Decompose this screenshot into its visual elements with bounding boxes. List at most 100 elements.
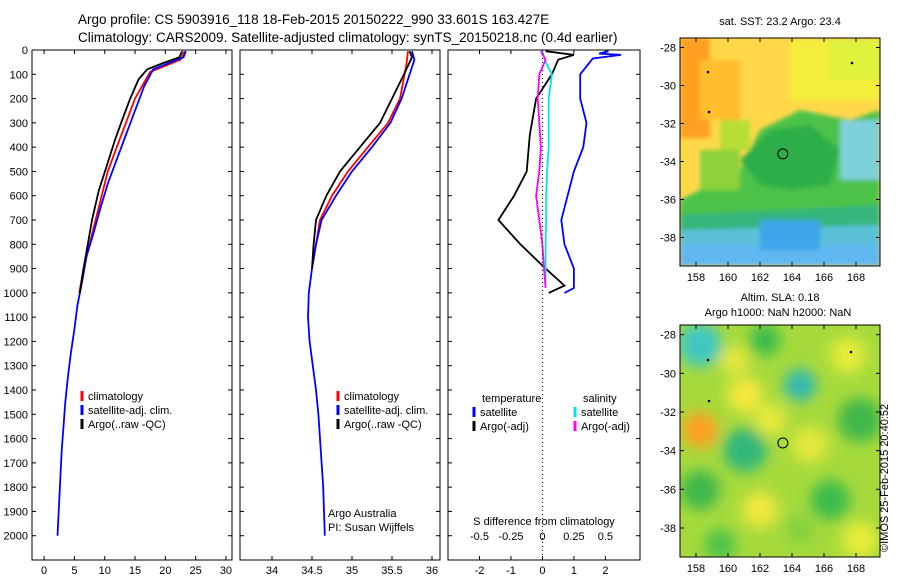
legend-header-temperature: temperature (482, 393, 541, 405)
sla_map-xtick-label: 160 (719, 563, 737, 575)
sst_map-xtick-label: 158 (687, 272, 705, 284)
salinity-xtick-label: 35.5 (381, 565, 402, 577)
sst_map-ytick-label: -34 (660, 157, 676, 169)
depth-tick-label: 600 (10, 191, 28, 203)
depth-tick-label: 1100 (4, 312, 28, 324)
sla_map-ytick-label: -28 (660, 330, 676, 342)
diff-legend-label: satellite (581, 407, 618, 419)
depth-tick-label: 1800 (4, 482, 28, 494)
salinity-legend-label: climatology (344, 391, 400, 403)
depth-tick-label: 1600 (4, 434, 28, 446)
sla_map-xtick-label: 162 (751, 563, 769, 575)
temperature-xtick-label: 20 (159, 565, 171, 577)
diff-s-tick-label: -0.5 (470, 531, 489, 543)
depth-tick-label: 1000 (4, 288, 28, 300)
depth-tick-label: 200 (10, 94, 28, 106)
sla_map-xtick-label: 166 (815, 563, 833, 575)
differences-series-s-argo-adj- (535, 50, 547, 289)
diff-s-tick-label: 0.25 (563, 531, 584, 543)
salinity-series-argo-raw-qc- (311, 50, 413, 269)
temperature-xtick-label: 30 (220, 565, 232, 577)
depth-tick-label: 1500 (4, 409, 28, 421)
sla_map-subtitle: Argo h1000: NaN h2000: NaN (705, 307, 852, 319)
sst_map-argo-marker (777, 148, 789, 160)
sst_map-xtick-label: 166 (815, 272, 833, 284)
differences-xtick-label: -1 (506, 565, 516, 577)
depth-tick-label: 2000 (4, 531, 28, 543)
salinity-annotation: Argo Australia (328, 508, 397, 520)
salinity-series-climatology (311, 51, 409, 269)
sst_map-frame (679, 37, 881, 267)
sla_map-xtick-label: 164 (783, 563, 801, 575)
sla_map-ytick-label: -36 (660, 484, 676, 496)
temperature-xtick-label: 5 (71, 565, 77, 577)
figure-title-line2: Climatology: CARS2009. Satellite-adjuste… (78, 30, 618, 45)
diff-s-tick-label: 0.5 (598, 531, 613, 543)
diff-xlabel-top: S difference from climatology (473, 516, 615, 528)
sst_map-ytick-label: -36 (660, 195, 676, 207)
salinity-xtick-label: 35 (346, 565, 358, 577)
sst_map-ytick-label: -30 (660, 81, 676, 93)
sla_map-frame (679, 324, 881, 558)
differences-series-t-argo-adj- (497, 50, 575, 294)
sla_map-argo-marker (777, 437, 789, 449)
depth-tick-label: 100 (10, 69, 28, 81)
diff-legend-label: Argo(-adj) (480, 421, 529, 433)
depth-tick-label: 500 (10, 166, 28, 178)
sst_map-xtick-label: 160 (719, 272, 737, 284)
differences-xtick-label: -2 (475, 565, 485, 577)
depth-tick-label: 1200 (4, 336, 28, 348)
diff-s-tick-label: 0 (539, 531, 545, 543)
salinity-annotation: PI: Susan Wijffels (328, 522, 414, 534)
salinity-xtick-label: 34.5 (301, 565, 322, 577)
differences-frame (447, 49, 641, 561)
depth-tick-label: 0 (22, 45, 28, 57)
depth-tick-label: 1400 (4, 385, 28, 397)
differences-series-s-satellite (541, 50, 553, 288)
temperature-series-climatology (78, 50, 186, 294)
temperature-xtick-label: 25 (190, 565, 202, 577)
temperature-xtick-label: 10 (99, 565, 111, 577)
sla_map-xtick-label: 168 (847, 563, 865, 575)
sst_map-ytick-label: -32 (660, 119, 676, 131)
sla-heatmap (680, 325, 880, 557)
sla_map-ytick-label: -32 (660, 407, 676, 419)
depth-tick-label: 1700 (4, 458, 28, 470)
differences-xtick-label: 1 (571, 565, 577, 577)
sla_map-ytick-label: -30 (660, 368, 676, 380)
sst-heatmap (680, 38, 880, 266)
sst_map-ytick-label: -28 (660, 43, 676, 55)
differences-xtick-label: 2 (602, 565, 608, 577)
temperature-series-argo-raw-qc- (79, 50, 184, 294)
sst_map-ytick-label: -38 (660, 233, 676, 245)
depth-tick-label: 900 (10, 264, 28, 276)
differences-series-t-satellite (560, 50, 622, 294)
temperature-legend-label: satellite-adj. clim. (88, 405, 172, 417)
temperature-xtick-label: 15 (129, 565, 141, 577)
diff-legend-label: Argo(-adj) (581, 421, 630, 433)
sst_map-xtick-label: 162 (751, 272, 769, 284)
depth-tick-label: 800 (10, 239, 28, 251)
depth-tick-label: 300 (10, 118, 28, 130)
depth-tick-label: 1900 (4, 506, 28, 518)
depth-tick-label: 1300 (4, 361, 28, 373)
figure-title-line1: Argo profile: CS 5903916_118 18-Feb-2015… (78, 12, 550, 27)
sla_map-ytick-label: -38 (660, 523, 676, 535)
sst_map-xtick-label: 164 (783, 272, 801, 284)
diff-s-tick-label: -0.25 (498, 531, 523, 543)
depth-tick-label: 400 (10, 142, 28, 154)
temperature-xtick-label: 0 (41, 565, 47, 577)
salinity-legend-label: satellite-adj. clim. (344, 405, 428, 417)
temperature-legend-label: climatology (88, 391, 144, 403)
salinity-xtick-label: 36 (426, 565, 438, 577)
salinity-frame (239, 49, 441, 561)
sst_map-title: sat. SST: 23.2 Argo: 23.4 (719, 16, 841, 28)
temperature-legend-label: Argo(..raw -QC) (88, 419, 166, 431)
differences-xtick-label: 0 (539, 565, 545, 577)
legend-header-salinity: salinity (583, 393, 617, 405)
temperature-frame (31, 49, 233, 561)
salinity-xtick-label: 34 (266, 565, 278, 577)
sla_map-ytick-label: -34 (660, 446, 676, 458)
salinity-legend-label: Argo(..raw -QC) (344, 419, 422, 431)
